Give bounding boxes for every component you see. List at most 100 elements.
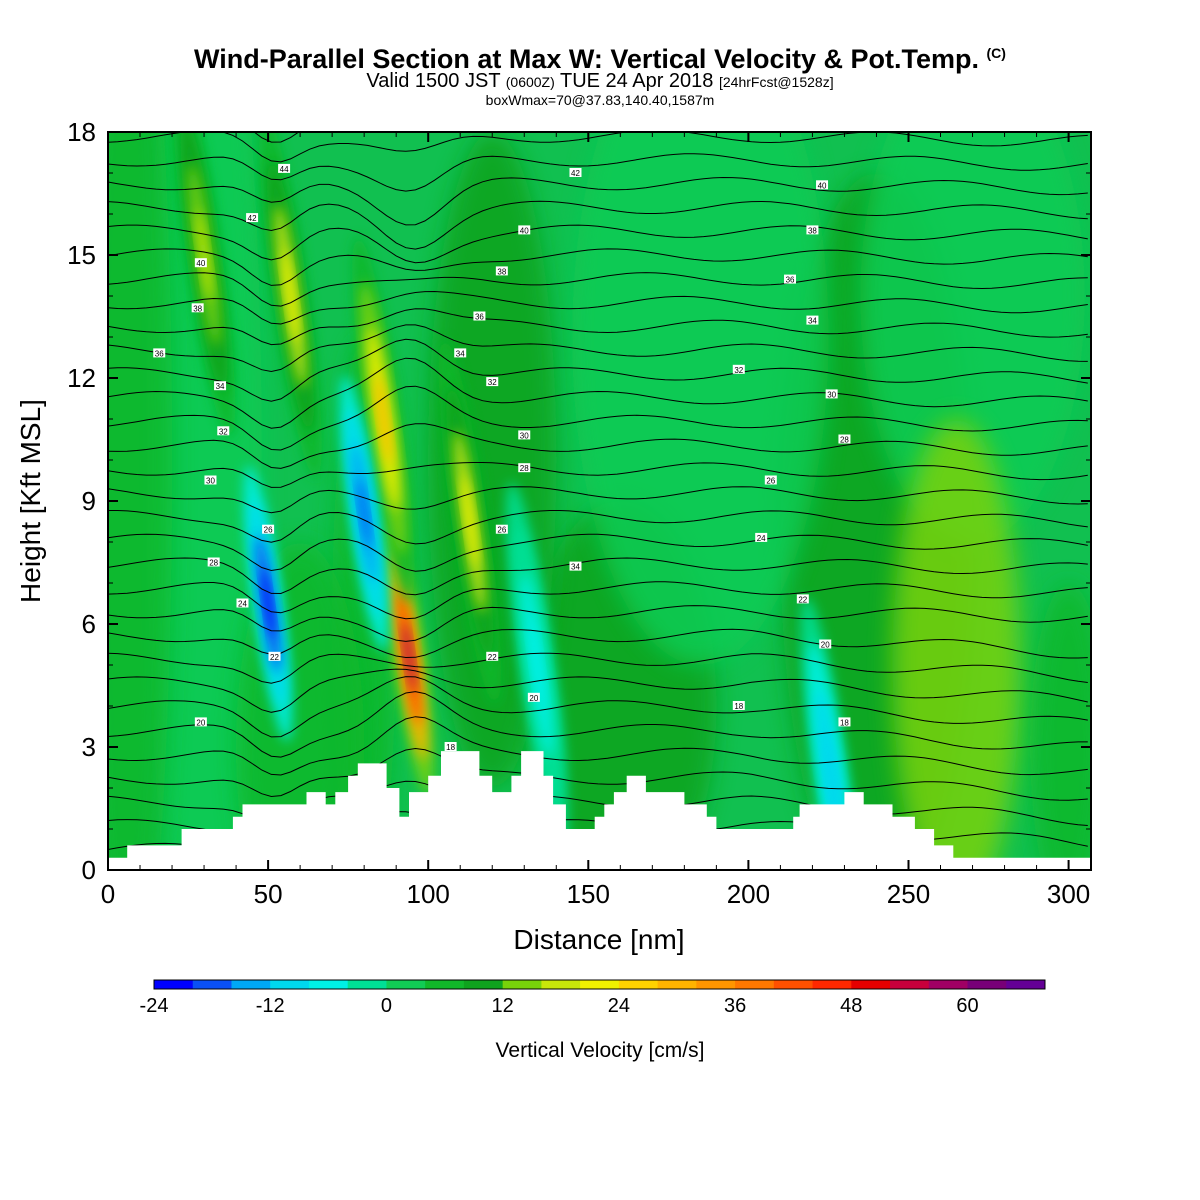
isentrope-line (108, 176, 1088, 226)
colorbar-swatch (502, 980, 542, 989)
contour-label: 30 (825, 389, 838, 399)
colorbar-label: 0 (381, 995, 392, 1017)
contour-label: 22 (796, 594, 809, 604)
contour-label: 30 (204, 475, 217, 486)
contour-label-box (838, 717, 851, 727)
contour-label-text: 20 (821, 641, 830, 650)
velocity-blob (1030, 583, 1091, 870)
chart-title-text: Wind-Parallel Section at Max W: Vertical… (194, 44, 979, 74)
contour-label: 30 (518, 430, 531, 440)
y-tick-label: 18 (67, 117, 96, 147)
contour-label-box (194, 717, 207, 727)
x-tick-label: 50 (254, 879, 283, 909)
updraft-band (462, 475, 478, 568)
contour-label-box (796, 594, 809, 604)
colorbar-label: -12 (256, 995, 285, 1017)
contour-label-text: 32 (734, 366, 743, 375)
contour-label-text: 34 (456, 349, 465, 358)
colorbar-swatch (696, 980, 736, 989)
isentrope-line (108, 557, 1088, 596)
contour-label-text: 42 (248, 214, 257, 223)
x-axis-title: Distance [nm] (513, 924, 684, 955)
contour-label-box (732, 364, 745, 374)
y-tick-label: 6 (82, 609, 96, 639)
contour-label-text: 36 (155, 349, 164, 358)
contour-label: 40 (816, 180, 829, 190)
contour-label-box (278, 163, 291, 173)
contour-label-box (214, 381, 227, 391)
contour-label-text: 32 (488, 378, 497, 387)
colorbar-swatch (270, 980, 310, 989)
isentrope-line (108, 385, 1088, 451)
contour-label: 42 (246, 213, 259, 223)
theta-contour-labels: 18 20 22 24 26 28 30 32 34 36 38 40 42 44 22 20 26 28 30 32… (153, 163, 851, 752)
contour-label-text: 38 (497, 267, 506, 276)
contour-label-text: 40 (520, 226, 529, 235)
contour-label: 34 (569, 561, 582, 572)
colorbar-swatch (425, 980, 465, 989)
contour-label: 18 (444, 742, 457, 752)
isentrope-line (108, 153, 1088, 192)
box-max-info: boxWmax=70@37.83,140.40,1587m (485, 92, 715, 108)
contour-label-text: 38 (808, 226, 817, 235)
isentrope-line (108, 652, 1088, 684)
isentrope-line (108, 132, 1088, 163)
contour-label-text: 28 (840, 436, 849, 445)
colorbar-frame (153, 979, 1046, 990)
contour-label-box (246, 213, 259, 223)
isentrope-line (108, 533, 1088, 572)
colorbar-label: 24 (608, 995, 630, 1017)
contour-label-box (806, 315, 819, 325)
updraft-band (375, 373, 392, 465)
contour-label: 42 (569, 168, 582, 178)
colorbar-swatch (580, 980, 620, 989)
colorbar-swatch (308, 980, 349, 989)
contour-label-text: 24 (238, 600, 247, 609)
isentrope-line (108, 605, 1088, 642)
downdraft (529, 619, 545, 711)
velocity-blob (146, 132, 262, 870)
isentrope-line (108, 248, 1088, 286)
contour-label: 40 (518, 225, 531, 235)
velocity-field (108, 132, 1091, 870)
y-tick-label: 9 (82, 486, 96, 516)
contour-label: 22 (268, 651, 281, 662)
contour-label-box (495, 266, 508, 276)
contour-label-box (764, 475, 777, 485)
contour-label-text: 36 (786, 276, 795, 285)
valid-time: Valid 1500 JST (366, 70, 501, 92)
velocity-blob (860, 132, 1085, 542)
contour-label-text: 28 (520, 464, 529, 473)
colorbar-swatch (773, 980, 814, 989)
contour-label-text: 22 (798, 595, 807, 604)
contour-label-box (236, 598, 249, 608)
colorbar-swatch (657, 980, 697, 989)
colorbar-swatch (463, 980, 504, 989)
isentrope-line (108, 691, 1088, 758)
updraft-band (196, 209, 212, 301)
isentrope-line (108, 510, 1088, 545)
contour-label: 34 (806, 315, 819, 326)
contour-label-box (569, 168, 582, 177)
contour-label-text: 20 (529, 694, 538, 703)
contour-label: 26 (764, 475, 777, 486)
contour-label-text: 18 (734, 702, 743, 711)
contour-label: 28 (838, 434, 851, 445)
downdraft-core (262, 568, 275, 639)
isentrope-line (108, 338, 1088, 402)
contour-label-text: 26 (264, 526, 273, 535)
contour-label-box (454, 348, 467, 358)
contour-label-text: 18 (840, 718, 849, 727)
contour-label-box (518, 463, 531, 473)
contour-label: 32 (486, 377, 499, 387)
contour-label-box (816, 180, 829, 190)
contour-label: 34 (214, 381, 227, 391)
contour-label-text: 22 (270, 653, 279, 662)
colorbar-swatch (928, 980, 969, 989)
contour-label-box (518, 430, 531, 440)
contour-label-box (819, 639, 832, 649)
contour-label: 36 (784, 274, 797, 285)
contour-label-box (207, 557, 220, 567)
